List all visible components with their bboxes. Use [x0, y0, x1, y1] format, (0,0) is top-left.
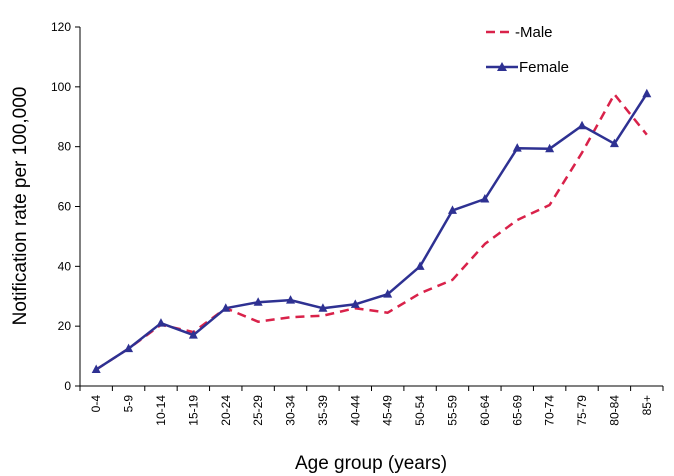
point-female: [350, 299, 360, 308]
point-female: [156, 318, 166, 327]
legend: -Male Female: [486, 24, 569, 76]
x-tick-label: 70-74: [543, 395, 557, 426]
point-female: [577, 120, 587, 130]
x-tick-label: 10-14: [154, 395, 168, 426]
x-tick-label: 25-29: [251, 395, 265, 426]
x-tick-label: 85+: [640, 395, 654, 415]
point-female: [188, 330, 198, 339]
x-tick-label: 0-4: [89, 395, 103, 413]
point-female: [642, 88, 652, 98]
point-female: [91, 364, 101, 374]
point-female: [447, 205, 457, 214]
point-female: [253, 297, 263, 306]
series-layer: [91, 88, 652, 374]
point-female: [512, 143, 522, 152]
y-tick-label: 0: [64, 379, 71, 393]
axes: [79, 27, 663, 387]
point-female: [609, 138, 619, 148]
y-tick-label: 100: [51, 80, 71, 94]
y-tick-label: 40: [58, 259, 72, 273]
y-tick-label: 120: [51, 20, 71, 34]
y-axis-title: Notification rate per 100,000: [10, 87, 31, 326]
legend-male-label: -Male: [515, 24, 553, 41]
x-tick-label: 50-54: [413, 395, 427, 426]
x-tick-label: 60-64: [478, 395, 492, 426]
x-tick-label: 75-79: [575, 395, 589, 426]
point-female: [383, 289, 393, 298]
point-female: [415, 261, 425, 270]
y-ticks: 0 20 40 60 80 100 120: [51, 20, 80, 393]
x-tick-label: 20-24: [219, 395, 233, 426]
x-tick-label: 5-9: [122, 395, 136, 413]
legend-female-label: Female: [519, 59, 569, 76]
x-tick-label: 35-39: [316, 395, 330, 426]
point-female: [124, 343, 134, 353]
y-tick-label: 60: [58, 200, 72, 214]
series-line-female: [95, 93, 648, 371]
point-female: [545, 143, 555, 153]
point-female: [221, 303, 231, 312]
point-female: [286, 295, 296, 304]
y-tick-label: 80: [58, 140, 72, 154]
x-axis-title: Age group (years): [295, 453, 447, 474]
series-line-male: [95, 93, 648, 371]
point-female: [318, 303, 328, 312]
x-tick-label: 55-59: [445, 395, 459, 426]
point-female: [480, 194, 490, 203]
x-ticks: 0-4 5-9 10-14 15-19 20-24 25-29 30-34 35-39 40-4…: [79, 386, 664, 426]
y-tick-label: 20: [58, 319, 72, 333]
x-tick-label: 80-84: [607, 395, 621, 426]
x-tick-label: 65-69: [510, 395, 524, 426]
x-tick-label: 40-44: [348, 395, 362, 426]
x-tick-label: 30-34: [284, 395, 298, 426]
x-tick-label: 45-49: [381, 395, 395, 426]
legend-female-marker: [497, 62, 507, 71]
x-tick-label: 15-19: [186, 395, 200, 426]
